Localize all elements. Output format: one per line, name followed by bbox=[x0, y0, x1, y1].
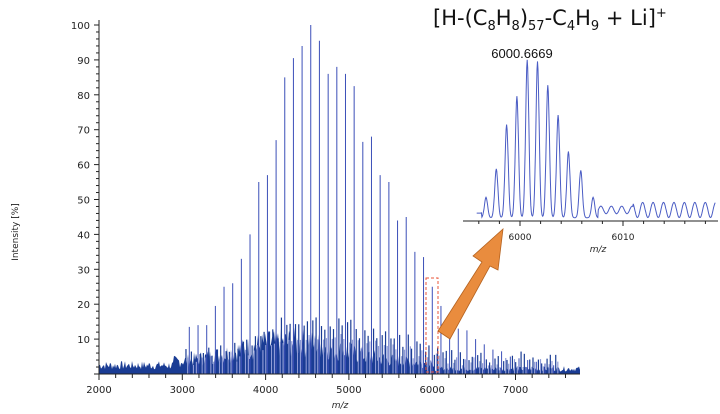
zoom-region-marker bbox=[425, 277, 439, 373]
x-tick-label: 5000 bbox=[336, 385, 361, 396]
y-tick-label: 100 bbox=[71, 21, 90, 32]
y-tick-label: 80 bbox=[77, 91, 90, 102]
peak-annotation: 6000.6669 bbox=[491, 46, 552, 61]
y-tick-label: 70 bbox=[77, 126, 90, 137]
y-tick-label: 10 bbox=[77, 335, 90, 346]
zoom-arrow bbox=[437, 227, 504, 340]
y-tick-label: 30 bbox=[77, 265, 90, 276]
x-axis-label: m/z bbox=[332, 401, 349, 411]
x-tick-label: 3000 bbox=[170, 385, 195, 396]
isotope-pattern-line bbox=[476, 59, 716, 219]
y-tick-label: 50 bbox=[77, 196, 90, 207]
inset-x-tick-label: 6000 bbox=[509, 233, 532, 243]
x-tick-label: 2000 bbox=[86, 385, 111, 396]
x-tick-label: 6000 bbox=[419, 385, 444, 396]
y-tick-label: 40 bbox=[77, 230, 90, 241]
y-axis-label: Intensity [%] bbox=[11, 203, 21, 261]
y-tick-label: 60 bbox=[77, 161, 90, 172]
x-tick-label: 4000 bbox=[253, 385, 278, 396]
x-tick-label: 7000 bbox=[503, 385, 528, 396]
y-tick-label: 90 bbox=[77, 56, 90, 67]
ion-formula-title: [H-(C8H8)57-C4H9 + Li]+ bbox=[433, 6, 667, 35]
y-tick-label: 20 bbox=[77, 300, 90, 311]
inset-x-tick-label: 6010 bbox=[612, 233, 635, 243]
inset-x-axis-label: m/z bbox=[590, 245, 607, 255]
